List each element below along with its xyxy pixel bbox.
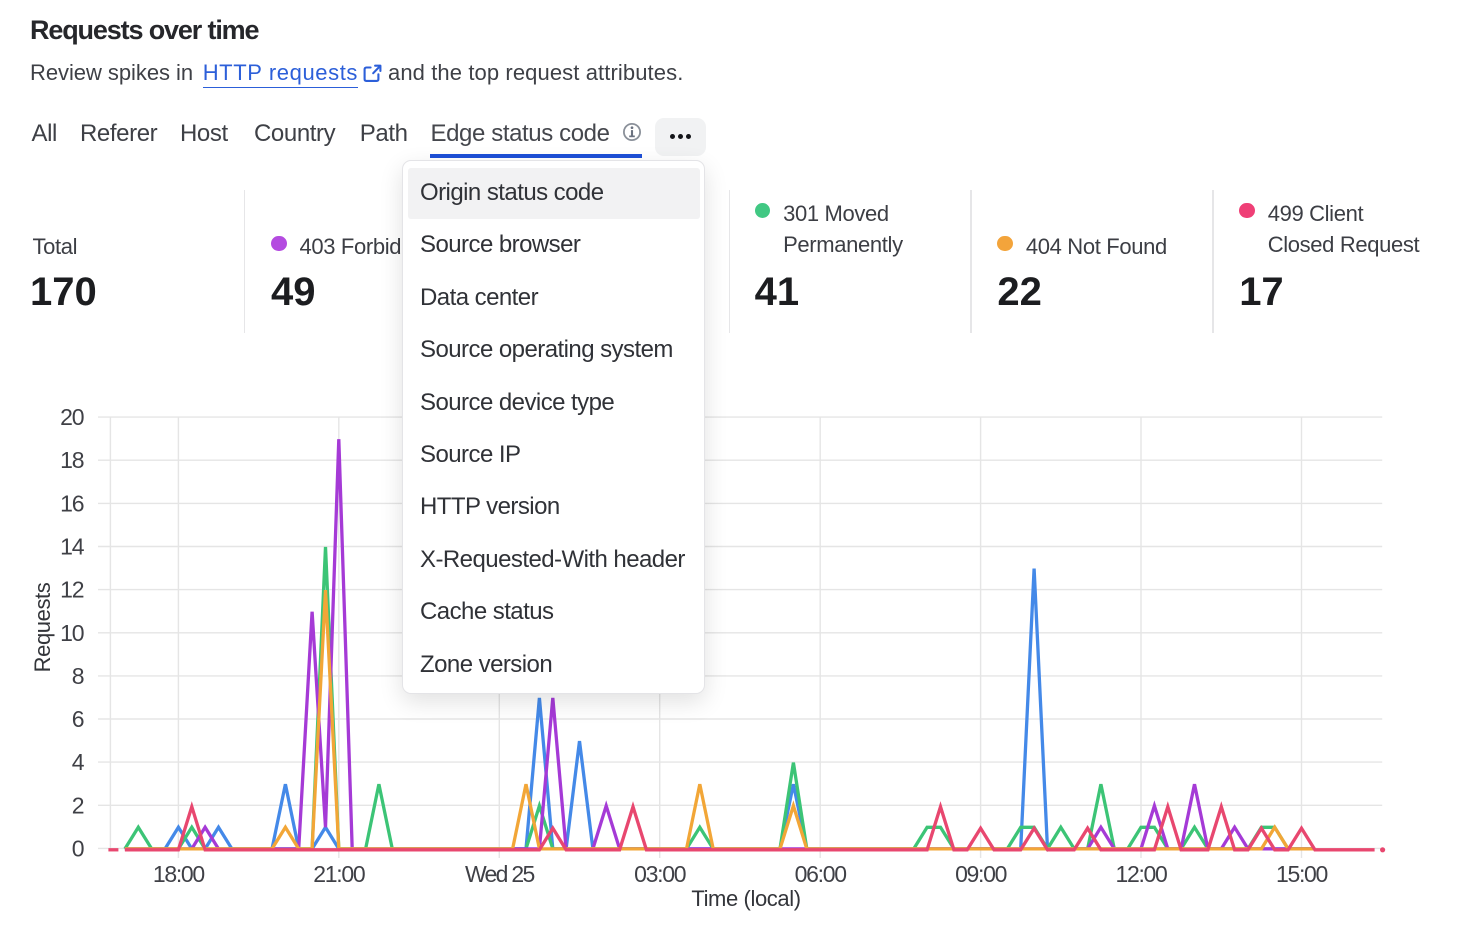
svg-text:03:00: 03:00: [634, 861, 686, 887]
svg-text:4: 4: [72, 749, 85, 775]
svg-text:12: 12: [60, 577, 84, 603]
svg-text:06:00: 06:00: [795, 861, 847, 887]
svg-text:8: 8: [72, 663, 84, 689]
svg-text:Time (local): Time (local): [691, 886, 800, 911]
svg-text:18:00: 18:00: [153, 861, 205, 887]
svg-text:12:00: 12:00: [1115, 861, 1167, 887]
svg-text:16: 16: [60, 490, 84, 516]
svg-text:Wed 25: Wed 25: [465, 861, 535, 887]
svg-text:21:00: 21:00: [313, 861, 365, 887]
svg-text:Requests: Requests: [30, 582, 55, 672]
svg-text:15:00: 15:00: [1276, 861, 1328, 887]
svg-text:18: 18: [60, 447, 84, 473]
svg-text:2: 2: [72, 792, 84, 818]
svg-text:10: 10: [60, 620, 84, 646]
svg-text:14: 14: [60, 534, 85, 560]
svg-text:0: 0: [72, 835, 84, 861]
svg-text:09:00: 09:00: [955, 861, 1007, 887]
svg-text:6: 6: [72, 706, 84, 732]
svg-text:20: 20: [60, 404, 84, 430]
